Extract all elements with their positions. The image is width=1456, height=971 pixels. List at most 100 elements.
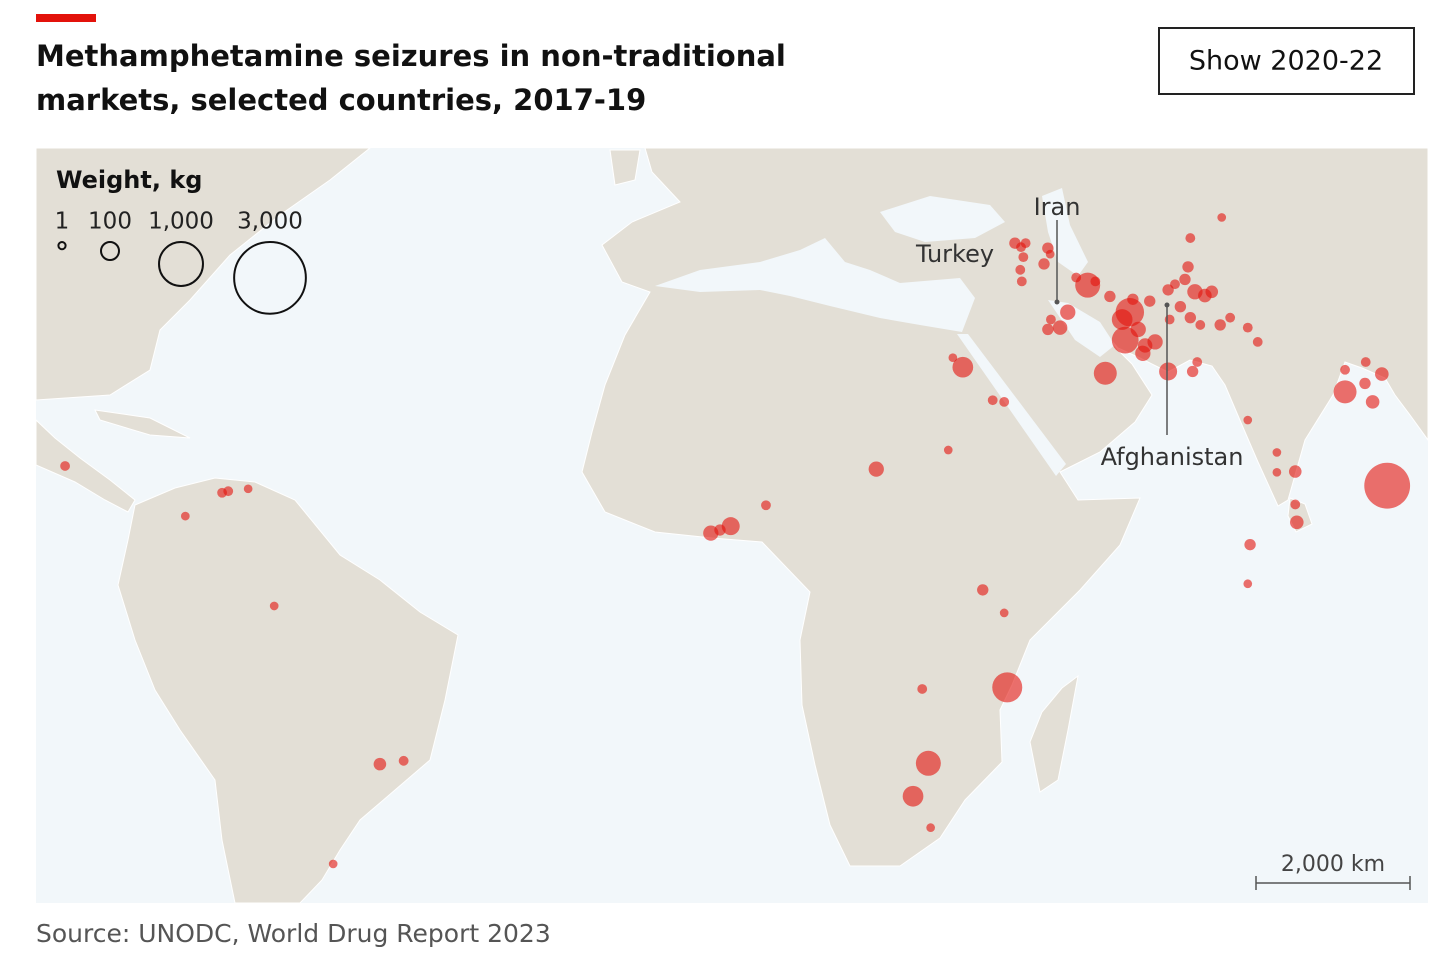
seizure-bubble [1045,249,1055,259]
seizure-bubble [1042,323,1054,336]
seizure-bubble [1127,293,1139,305]
legend-title: Weight, kg [56,166,202,194]
seizure-bubble [1185,233,1196,243]
seizure-bubble [1015,264,1026,275]
seizure-bubble [868,461,884,477]
seizure-bubble [1174,301,1187,313]
seizure-bubble [1272,448,1282,457]
seizure-bubble [1290,515,1304,530]
seizure-bubble [180,511,190,521]
seizure-bubble [1038,258,1050,270]
seizure-bubble [992,672,1023,703]
title: Methamphetamine seizures in non-traditio… [36,39,786,73]
seizure-bubble [373,757,387,771]
seizure-bubble [1182,261,1194,273]
leader-dot [1164,302,1170,308]
seizure-bubble [1244,538,1256,551]
seizure-bubble [948,353,958,363]
seizure-bubble [943,445,953,455]
seizure-bubble [1018,252,1029,262]
seizure-bubble [1359,377,1371,390]
seizure-bubble [977,584,989,596]
seizure-bubble [1130,321,1146,338]
seizure-bubble [1090,276,1101,287]
seizure-bubble [243,484,253,494]
seizure-bubble [1016,276,1027,287]
seizure-bubble [1205,285,1219,299]
seizure-bubble [1147,334,1163,350]
seizure-bubble [952,356,974,378]
country-label: Iran [1034,193,1081,221]
country-label: Turkey [915,240,994,268]
seizure-bubble [1225,312,1236,323]
bubbles [60,213,1411,869]
seizure-bubble [1052,320,1068,335]
legend-circle [233,240,307,315]
leader-dot [1054,299,1060,305]
seizure-bubble [1046,314,1056,325]
title: markets, selected countries, 2017-19 [36,83,646,117]
seizure-bubble [1104,290,1116,303]
legend-circle [57,241,67,251]
seizure-bubble [60,461,70,471]
seizure-bubble [1159,362,1178,381]
britain [609,149,641,186]
seizure-bubble [1060,304,1076,320]
country-label: Afghanistan [1101,443,1244,471]
seizure-bubble [1272,467,1282,477]
seizure-bubble [1340,364,1350,375]
seizure-bubble [721,517,740,536]
seizure-bubble [1360,357,1371,367]
seizure-bubble [1252,337,1263,347]
seizure-bubble [1288,465,1302,478]
seizure-bubble [1243,579,1253,589]
button-box[interactable] [1158,27,1415,95]
seizure-bubble [1375,367,1389,381]
seizure-bubble [902,785,924,807]
button-label[interactable]: Show 2020-22 [1189,46,1383,77]
seizure-bubble [999,608,1009,618]
mediterranean [655,238,975,332]
seizure-bubble [915,750,941,776]
toggle-button[interactable]: Show 2020-22 [1158,27,1415,95]
seizure-bubble [1364,462,1411,509]
legend-circle [100,241,120,261]
seizure-bubble [1333,380,1357,404]
black-sea [880,196,1005,242]
seizure-bubble [926,823,935,832]
seizure-bubble [1162,284,1174,296]
source: Source: UNODC, World Drug Report 2023 [36,919,551,948]
madagascar [1029,674,1079,793]
seizure-bubble [999,396,1010,407]
seizure-bubble [1195,320,1206,330]
brand-bar [36,14,96,22]
seizure-bubble [1164,314,1175,325]
red-sea [957,334,1066,476]
north-america [36,148,371,401]
cuba [94,409,191,439]
legend-label: 3,000 [237,209,303,235]
seizure-bubble [1243,415,1253,425]
seizure-bubble [917,684,928,694]
seizure-bubble [1186,365,1199,378]
central-america [36,419,136,513]
seizure-bubble [269,601,279,611]
seizure-bubble [398,755,409,766]
legend-label: 100 [88,209,132,235]
seizure-bubble [223,486,234,497]
seizure-bubble [1290,499,1301,510]
seizure-bubble [1184,312,1197,324]
seizure-bubble [1135,345,1151,361]
legend-circle [158,241,204,287]
seizure-bubble [987,395,998,406]
seizure-bubble [1192,357,1203,367]
seizure-bubble [1179,273,1191,286]
seizure-bubble [1071,272,1082,283]
legend-label: 1,000 [148,209,214,235]
seizure-bubble [328,859,338,869]
seizure-bubble [1111,309,1133,330]
seizure-bubble [1365,395,1380,409]
seizure-bubble [1217,213,1227,222]
legend: Weight, kg 1 100 1,000 3,000 [55,166,307,315]
